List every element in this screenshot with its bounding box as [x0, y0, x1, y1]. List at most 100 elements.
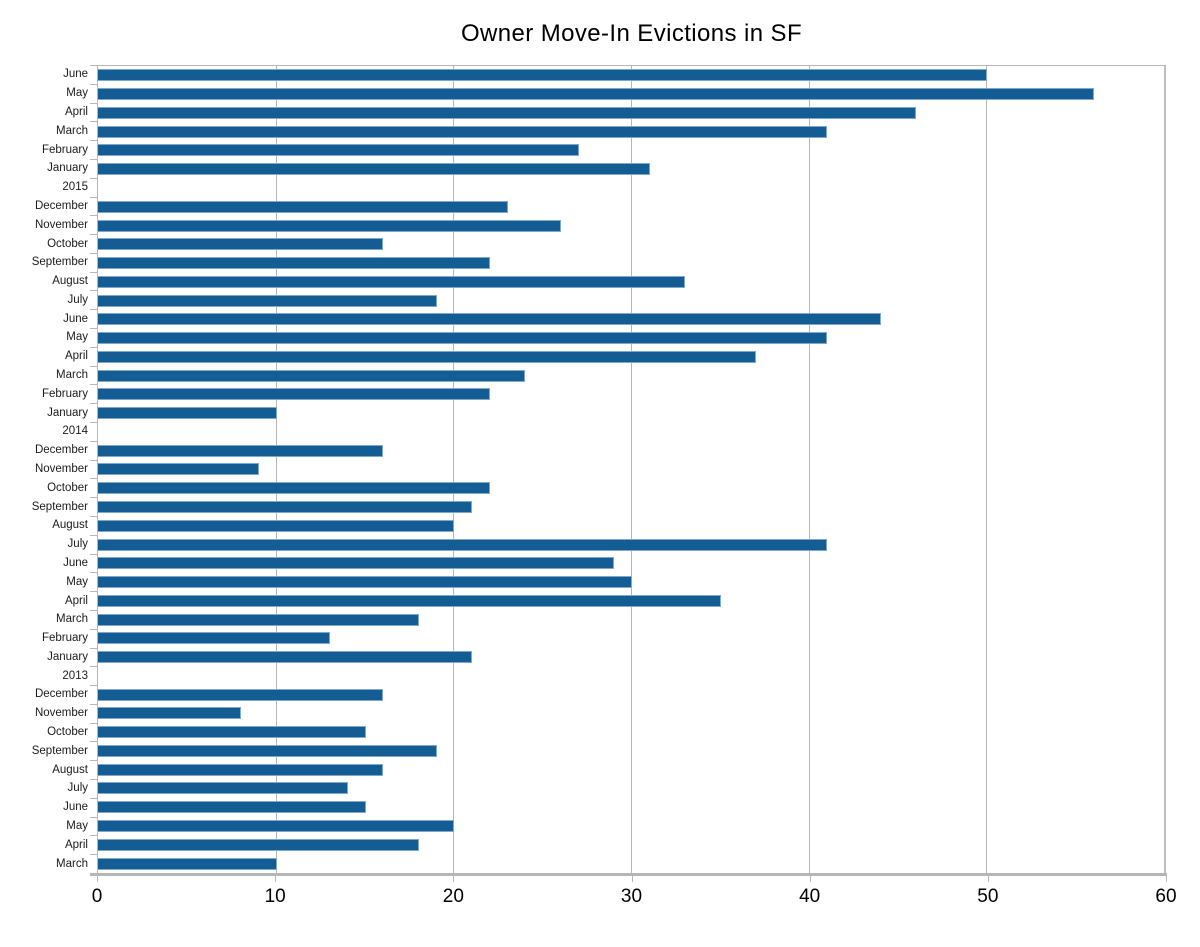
y-axis-tick — [90, 854, 97, 856]
y-axis-tick — [90, 816, 97, 818]
y-axis-label: December — [34, 688, 88, 701]
y-axis-label: January — [47, 650, 88, 663]
y-axis-label: March — [56, 124, 88, 137]
y-axis-label: February — [41, 143, 88, 156]
bar-row — [98, 423, 1164, 442]
y-axis-label: August — [52, 763, 88, 776]
y-axis-tick — [90, 346, 97, 348]
bar — [98, 857, 277, 870]
y-axis-tick — [90, 835, 97, 837]
y-axis-tick — [90, 140, 97, 142]
y-axis-tick — [90, 121, 97, 123]
y-axis-tick — [90, 591, 97, 593]
y-axis-label: September — [31, 500, 88, 513]
y-axis-tick — [90, 403, 97, 405]
bar-row — [98, 516, 1164, 535]
bar-row — [98, 197, 1164, 216]
x-axis-line — [90, 873, 1167, 876]
bar — [98, 369, 526, 382]
y-axis-label: April — [64, 350, 88, 363]
bar — [98, 88, 1094, 101]
y-axis-tick — [90, 384, 97, 386]
bar-row — [98, 329, 1164, 348]
bar-row — [98, 535, 1164, 554]
y-axis-label: 2013 — [62, 669, 88, 682]
bar — [98, 163, 650, 176]
bar-row — [98, 629, 1164, 648]
y-axis-tick — [90, 760, 97, 762]
bar-row — [98, 385, 1164, 404]
x-axis-label: 10 — [264, 886, 286, 907]
y-axis-label: July — [67, 293, 88, 306]
bar — [98, 707, 242, 720]
y-axis-label: August — [52, 519, 88, 532]
bar-row — [98, 854, 1164, 873]
y-axis-tick — [90, 779, 97, 781]
y-axis-tick — [90, 271, 97, 273]
bar-row — [98, 66, 1164, 85]
bar — [98, 613, 419, 626]
bar — [98, 125, 828, 138]
y-axis-tick — [90, 647, 97, 649]
bar-row — [98, 254, 1164, 273]
y-axis-label: April — [64, 838, 88, 851]
bar — [98, 200, 508, 213]
y-axis-label: October — [47, 481, 88, 494]
x-axis-label: 50 — [977, 886, 999, 907]
y-axis-tick — [90, 515, 97, 517]
bar-row — [98, 104, 1164, 123]
bar — [98, 238, 384, 251]
y-axis-tick — [90, 609, 97, 611]
bar-row — [98, 498, 1164, 517]
y-axis-label: April — [64, 594, 88, 607]
bar — [98, 500, 473, 513]
bar — [98, 313, 881, 326]
x-axis-label: 20 — [442, 886, 464, 907]
bar — [98, 576, 632, 589]
y-axis-label: May — [66, 87, 88, 100]
bar — [98, 350, 757, 363]
bar — [98, 275, 686, 288]
bar — [98, 594, 721, 607]
y-axis-label: October — [47, 237, 88, 250]
gridline — [453, 66, 455, 873]
y-axis-labels: June May April March February January 2015 Dece… — [0, 65, 88, 873]
bar — [98, 763, 384, 776]
bar-row — [98, 366, 1164, 385]
bar — [98, 482, 490, 495]
x-axis-tick — [275, 876, 277, 882]
x-axis-tick — [97, 876, 98, 882]
y-axis-tick — [90, 177, 97, 179]
bar-row — [98, 723, 1164, 742]
y-axis-label: November — [34, 463, 88, 475]
bar-row — [98, 85, 1164, 104]
y-axis-label: July — [67, 782, 88, 795]
y-axis-tick — [90, 252, 97, 254]
bar-row — [98, 704, 1164, 723]
bar-row — [98, 648, 1164, 667]
y-axis-label: December — [34, 199, 88, 212]
gridline — [808, 66, 810, 873]
y-axis-tick — [90, 328, 97, 330]
bar-row — [98, 347, 1164, 366]
y-axis-tick — [90, 553, 97, 555]
y-axis-label: May — [66, 820, 88, 833]
y-axis-label: April — [64, 105, 88, 118]
y-axis-tick — [90, 703, 97, 705]
bar-row — [98, 235, 1164, 254]
bar — [98, 444, 384, 457]
bar-row — [98, 573, 1164, 592]
y-axis-label: October — [47, 726, 88, 739]
y-axis-label: June — [63, 312, 88, 325]
y-axis-tick — [90, 459, 97, 461]
y-axis-tick — [90, 196, 97, 198]
y-axis-label: May — [66, 331, 88, 344]
y-axis-tick — [90, 722, 97, 724]
y-axis-tick — [90, 741, 97, 743]
y-axis-label: March — [56, 613, 88, 626]
bar — [98, 688, 384, 701]
y-axis-label: June — [63, 801, 88, 814]
gridline — [275, 66, 277, 873]
bar — [98, 744, 437, 757]
y-axis-tick — [90, 572, 97, 574]
